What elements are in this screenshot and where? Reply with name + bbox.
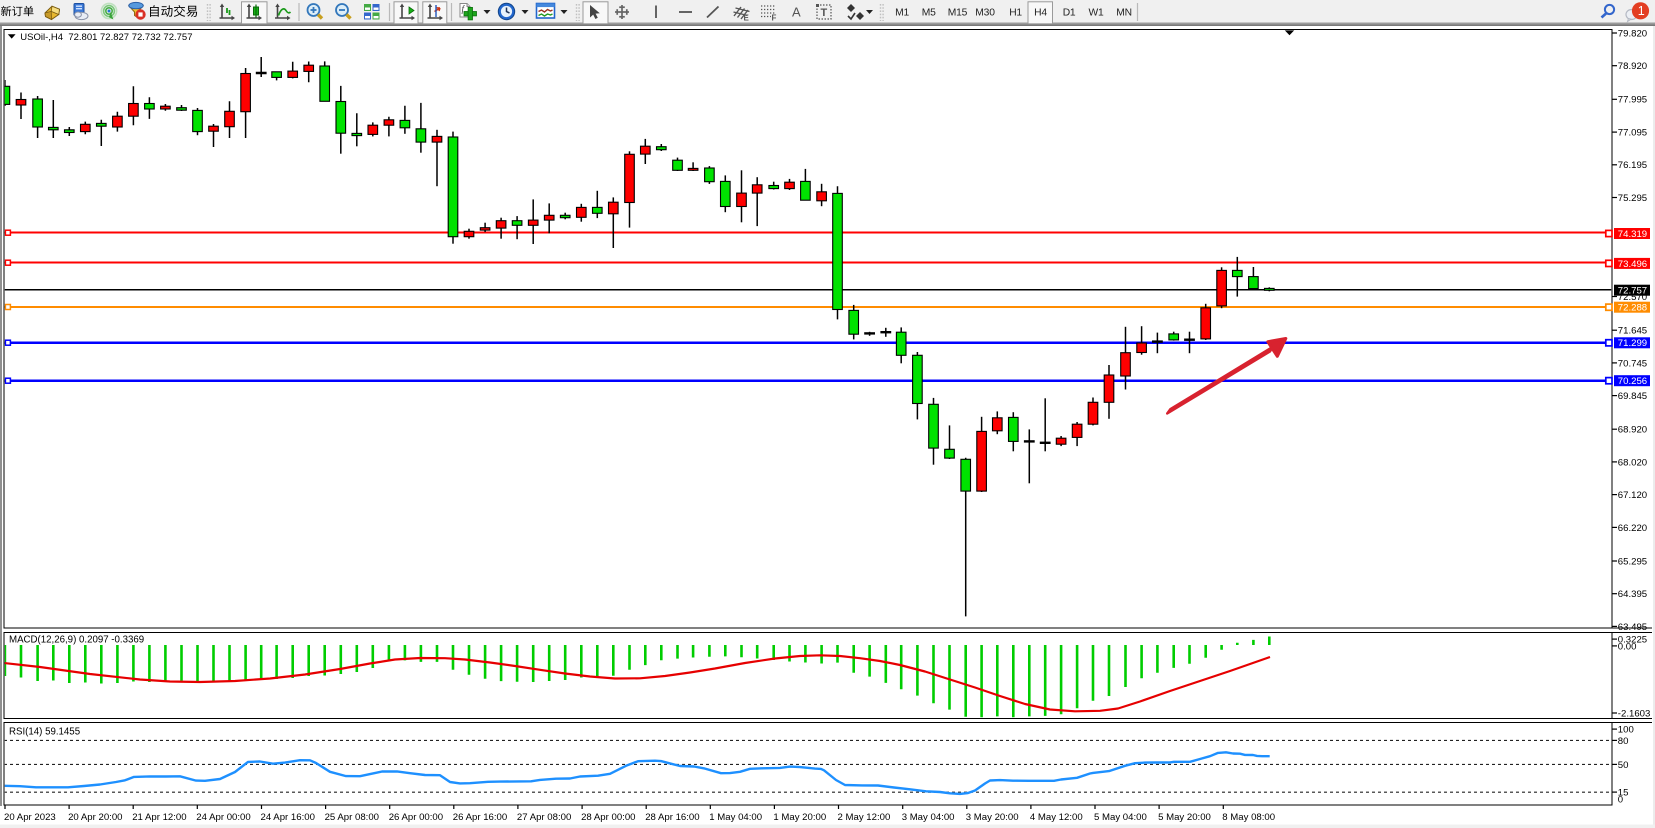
svg-text:65.295: 65.295 xyxy=(1618,556,1647,567)
svg-text:M5: M5 xyxy=(922,8,936,19)
svg-text:68.020: 68.020 xyxy=(1618,457,1647,468)
svg-text:1 May 04:00: 1 May 04:00 xyxy=(709,812,762,823)
svg-text:0.3225: 0.3225 xyxy=(1618,635,1647,646)
svg-text:T: T xyxy=(821,7,828,19)
svg-text:70.256: 70.256 xyxy=(1618,376,1647,387)
svg-text:80: 80 xyxy=(1618,736,1629,747)
svg-text:5 May 20:00: 5 May 20:00 xyxy=(1158,812,1211,823)
svg-text:76.195: 76.195 xyxy=(1618,160,1647,171)
svg-text:71.299: 71.299 xyxy=(1618,338,1647,349)
svg-text:F: F xyxy=(772,14,777,23)
svg-text:69.845: 69.845 xyxy=(1618,391,1647,402)
svg-text:72.288: 72.288 xyxy=(1618,303,1647,314)
svg-text:100: 100 xyxy=(1618,725,1634,736)
svg-text:72.570: 72.570 xyxy=(1618,292,1647,303)
svg-text:A: A xyxy=(792,5,801,20)
svg-text:26 Apr 16:00: 26 Apr 16:00 xyxy=(453,812,507,823)
svg-text:2 May 12:00: 2 May 12:00 xyxy=(838,812,891,823)
svg-text:MN: MN xyxy=(1116,8,1132,19)
svg-text:79.820: 79.820 xyxy=(1618,28,1647,39)
svg-text:5 May 04:00: 5 May 04:00 xyxy=(1094,812,1147,823)
svg-text:66.220: 66.220 xyxy=(1618,523,1647,534)
svg-text:75.295: 75.295 xyxy=(1618,193,1647,204)
svg-text:MACD(12,26,9) 0.2097 -0.3369: MACD(12,26,9) 0.2097 -0.3369 xyxy=(9,635,144,646)
svg-text:1: 1 xyxy=(1638,4,1645,18)
svg-text:E: E xyxy=(744,14,750,23)
svg-text:4 May 12:00: 4 May 12:00 xyxy=(1030,812,1083,823)
svg-text:15: 15 xyxy=(1618,788,1629,799)
svg-text:67.120: 67.120 xyxy=(1618,490,1647,501)
svg-text:20 Apr 20:00: 20 Apr 20:00 xyxy=(68,812,122,823)
svg-text:24 Apr 00:00: 24 Apr 00:00 xyxy=(196,812,250,823)
svg-text:20 Apr 2023: 20 Apr 2023 xyxy=(4,812,56,823)
svg-text:D1: D1 xyxy=(1063,8,1076,19)
svg-text:H1: H1 xyxy=(1009,8,1022,19)
svg-text:M1: M1 xyxy=(895,8,909,19)
svg-text:73.496: 73.496 xyxy=(1618,259,1647,270)
svg-text:64.395: 64.395 xyxy=(1618,589,1647,600)
svg-text:77.095: 77.095 xyxy=(1618,128,1647,139)
svg-text:28 Apr 16:00: 28 Apr 16:00 xyxy=(645,812,699,823)
svg-text:3 May 04:00: 3 May 04:00 xyxy=(902,812,955,823)
svg-text:74.319: 74.319 xyxy=(1618,229,1647,240)
svg-text:H4: H4 xyxy=(1034,8,1047,19)
svg-text:3 May 20:00: 3 May 20:00 xyxy=(966,812,1019,823)
svg-text:M30: M30 xyxy=(975,8,995,19)
svg-text:RSI(14) 59.1455: RSI(14) 59.1455 xyxy=(9,727,80,738)
svg-text:1 May 20:00: 1 May 20:00 xyxy=(773,812,826,823)
svg-text:68.920: 68.920 xyxy=(1618,425,1647,436)
svg-text:70.745: 70.745 xyxy=(1618,358,1647,369)
svg-text:78.920: 78.920 xyxy=(1618,61,1647,72)
svg-text:0.00: 0.00 xyxy=(1618,641,1637,652)
svg-text:21 Apr 12:00: 21 Apr 12:00 xyxy=(132,812,186,823)
svg-text:f: f xyxy=(462,4,466,14)
svg-text:27 Apr 08:00: 27 Apr 08:00 xyxy=(517,812,571,823)
svg-text:USOil-,H4 72.801 72.827 72.73: USOil-,H4 72.801 72.827 72.732 72.757 xyxy=(20,32,192,43)
svg-text:26 Apr 00:00: 26 Apr 00:00 xyxy=(389,812,443,823)
svg-text:77.995: 77.995 xyxy=(1618,95,1647,106)
svg-text:8 May 08:00: 8 May 08:00 xyxy=(1222,812,1275,823)
svg-text:71.645: 71.645 xyxy=(1618,326,1647,337)
svg-text:63.495: 63.495 xyxy=(1618,622,1647,633)
svg-text:-2.1603: -2.1603 xyxy=(1618,708,1651,719)
svg-text:72.757: 72.757 xyxy=(1618,286,1647,297)
svg-text:W1: W1 xyxy=(1089,8,1105,19)
svg-text:50: 50 xyxy=(1618,760,1629,771)
svg-text:0: 0 xyxy=(1618,794,1623,805)
svg-text:M15: M15 xyxy=(948,8,968,19)
svg-text:24 Apr 16:00: 24 Apr 16:00 xyxy=(261,812,315,823)
svg-text:25 Apr 08:00: 25 Apr 08:00 xyxy=(325,812,379,823)
svg-text:28 Apr 00:00: 28 Apr 00:00 xyxy=(581,812,635,823)
